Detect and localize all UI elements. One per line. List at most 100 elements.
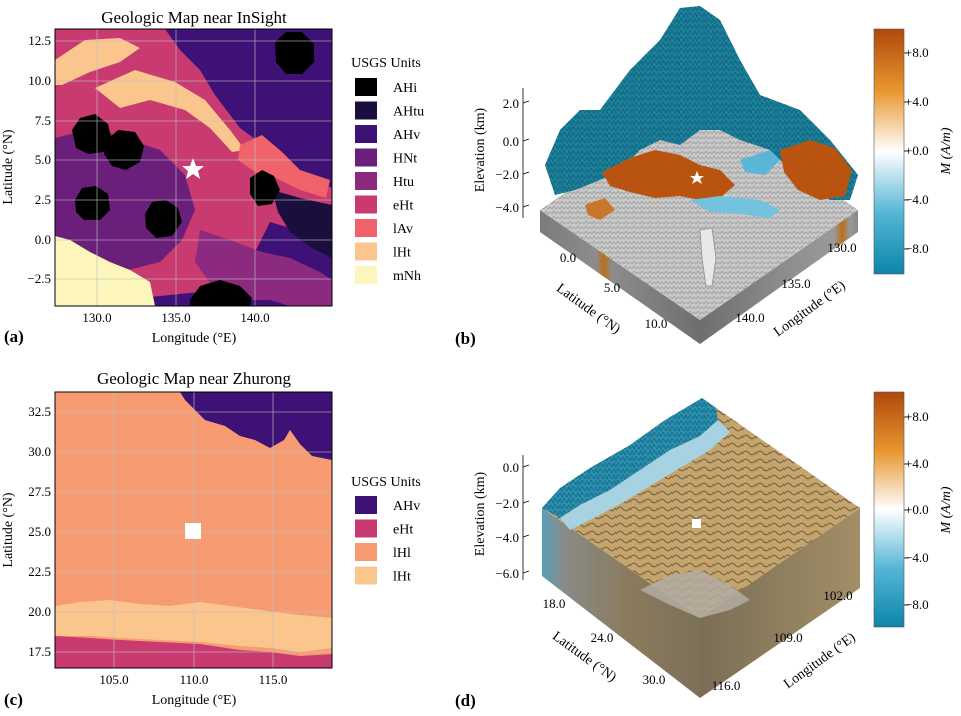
colorbar-tick-label: +4.0 [905, 456, 929, 471]
yticks-a: 12.5 10.0 7.5 5.0 2.5 0.0 −2.5 [27, 33, 51, 286]
ztick-label: 0.0 [503, 460, 519, 475]
surface-orange-region [780, 140, 852, 200]
legend-label-lHt: lHt [393, 246, 411, 261]
lon-tick-label: 102.0 [823, 588, 852, 603]
xtick-label: 135.0 [161, 310, 190, 325]
z-axis-label-b: Elevation (km) [473, 107, 488, 192]
surface-3d-d [542, 398, 860, 698]
surface-teal-texture [542, 398, 718, 518]
xtick-label: 140.0 [240, 310, 269, 325]
ytick-label: 25.0 [28, 524, 51, 539]
legend-label-mNh: mNh [393, 269, 421, 284]
grid-a [55, 29, 332, 306]
ytick-label: 2.5 [35, 192, 51, 207]
insight-star-marker [182, 158, 204, 179]
insight-star-marker-3d [690, 171, 704, 184]
surface-side-front-right [700, 210, 858, 344]
ytick-label: 0.0 [35, 232, 51, 247]
panel-c-title: Geologic Map near Zhurong [97, 369, 292, 388]
legend-swatch-Htu [355, 172, 377, 190]
xtick-label: 110.0 [180, 672, 209, 687]
surface-blue-region [690, 196, 780, 218]
legend-label-AHv: AHv [393, 128, 420, 143]
colorbar-tick-label: −4.0 [905, 192, 929, 207]
zaxis-d [522, 455, 530, 580]
lat-tick-label: 18.0 [543, 596, 566, 611]
ztick-label: −4.0 [495, 530, 519, 545]
colorbar-label-b: M (A/m) [939, 127, 954, 175]
legend-title-c: USGS Units [351, 475, 421, 490]
legend-swatch-AHv [355, 496, 377, 514]
surface-teal-texture [545, 6, 858, 200]
colorbar-tick-label: +8.0 [905, 45, 929, 60]
colorbar-d: +8.0 +4.0 +0.0 −4.0 −8.0 M (A/m) [873, 391, 954, 628]
lon-ticks-d: 102.0 109.0 116.0 [712, 588, 853, 693]
xtick-label: 115.0 [259, 672, 288, 687]
unit-lAv-region [238, 135, 330, 198]
surface-side-front-left [540, 210, 700, 344]
colorbar-tick-label: +4.0 [905, 94, 929, 109]
colorbar-gradient [873, 28, 905, 275]
legend-swatch-lHt [355, 566, 377, 585]
legend-a: USGS Units AHi AHtu AHv HNt Htu eHt lAv lHt mNh [351, 56, 424, 284]
ztick-label: −6.0 [495, 566, 519, 581]
ztick-label: 2.0 [503, 96, 519, 111]
panel-label-a: (a) [4, 327, 24, 346]
z-axis-label-d: Elevation (km) [473, 471, 488, 556]
ytick-label: 32.5 [28, 404, 51, 419]
ytick-label: 5.0 [35, 152, 51, 167]
legend-label-AHv: AHv [393, 499, 420, 514]
lat-ticks-b: 0.0 5.0 10.0 [560, 250, 668, 331]
surface-orange-region [585, 198, 615, 220]
legend-swatch-eHt [355, 519, 377, 538]
unit-lHt-region [55, 600, 332, 652]
unit-mNh-region [55, 236, 155, 306]
lon-tick-label: 109.0 [773, 630, 802, 645]
surface-orange-region [602, 150, 735, 200]
panel-a-title: Geologic Map near InSight [101, 8, 287, 27]
colorbar-tick-label: +0.0 [905, 143, 929, 158]
legend-swatch-HNt [355, 148, 377, 167]
colorbar-tick-label: −8.0 [905, 241, 929, 256]
surface-3d-b [540, 6, 858, 344]
legend-label-AHi: AHi [393, 81, 417, 96]
ytick-label: 7.5 [35, 113, 51, 128]
panel-label-c: (c) [4, 690, 23, 709]
legend-label-AHtu: AHtu [393, 105, 424, 120]
x-axis-label-a: Longitude (°E) [152, 331, 237, 346]
legend-label-eHt: eHt [393, 199, 413, 214]
legend-swatch-lHl [355, 543, 377, 561]
surface-texture [542, 398, 860, 618]
lat-tick-label: 30.0 [643, 672, 666, 687]
legend-swatch-mNh [355, 266, 377, 284]
legend-swatch-AHi [355, 78, 377, 96]
legend-c: USGS Units AHv eHt lHl lHt [351, 475, 421, 585]
colorbar-tick-label: −8.0 [905, 597, 929, 612]
unit-AHv-region [180, 392, 332, 460]
colorbar-tick-label: +8.0 [905, 409, 929, 424]
unit-lHt-region [95, 70, 245, 152]
ytick-label: 12.5 [28, 33, 51, 48]
surface-light-blue-band [560, 420, 730, 530]
legend-swatch-lHt [355, 242, 377, 261]
lon-tick-label: 116.0 [712, 678, 741, 693]
panel-label-b: (b) [455, 329, 476, 348]
axes-frame-c [54, 391, 333, 669]
legend-label-lHl: lHl [393, 546, 411, 561]
surface-side-front-left [542, 508, 700, 698]
panel-c: Geologic Map near Zhurong 32.5 30.0 27.5… [1, 369, 421, 709]
legend-swatch-AHv [355, 125, 377, 143]
lat-ticks-d: 18.0 24.0 30.0 [543, 596, 666, 687]
lon-tick-label: 140.0 [735, 310, 764, 325]
legend-title-a: USGS Units [351, 56, 421, 71]
ytick-label: −2.5 [27, 271, 51, 286]
colorbar-tick-label: +0.0 [905, 502, 929, 517]
ztick-label: −2.0 [495, 496, 519, 511]
legend-label-lHt: lHt [393, 570, 411, 585]
zticks-b: 2.0 0.0 −2.0 −4.0 [495, 96, 519, 215]
panel-b: 2.0 0.0 −2.0 −4.0 Elevation (km) 0.0 5.0… [455, 6, 954, 348]
legend-swatch-eHt [355, 195, 377, 214]
legend-swatch-lAv [355, 219, 377, 237]
ytick-label: 10.0 [28, 73, 51, 88]
